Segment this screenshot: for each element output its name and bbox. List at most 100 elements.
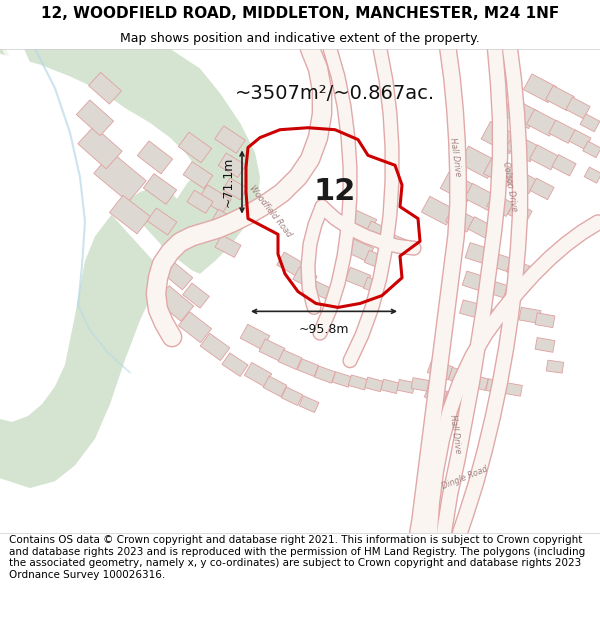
Bar	[460, 300, 484, 319]
Bar	[347, 209, 377, 234]
Bar	[569, 130, 591, 149]
Bar	[411, 378, 429, 391]
Text: Hall Drive: Hall Drive	[448, 414, 462, 454]
Text: Colson Drive: Colson Drive	[501, 161, 519, 212]
Text: ~95.8m: ~95.8m	[299, 323, 349, 336]
Bar	[218, 153, 246, 178]
Bar	[487, 252, 512, 272]
Bar	[200, 333, 230, 361]
Bar	[364, 251, 388, 269]
Bar	[459, 146, 497, 178]
Bar	[244, 362, 272, 387]
Bar	[530, 145, 559, 170]
Bar	[381, 379, 399, 394]
Bar	[487, 193, 513, 216]
Bar	[530, 178, 554, 199]
Bar	[222, 353, 248, 376]
Bar	[484, 158, 517, 186]
Bar	[482, 308, 502, 323]
Bar	[364, 277, 385, 294]
Bar	[178, 312, 212, 342]
Bar	[446, 207, 475, 232]
Bar	[94, 152, 146, 202]
Bar	[486, 379, 506, 394]
Bar	[143, 174, 176, 204]
Bar	[309, 281, 331, 299]
Bar	[263, 376, 287, 397]
Polygon shape	[0, 49, 260, 278]
Bar	[583, 141, 600, 158]
Bar	[481, 121, 519, 154]
Bar	[519, 308, 541, 323]
Bar	[215, 235, 241, 258]
Text: Contains OS data © Crown copyright and database right 2021. This information is : Contains OS data © Crown copyright and d…	[9, 535, 585, 580]
Bar	[137, 141, 173, 174]
Bar	[163, 262, 193, 290]
Bar	[78, 126, 122, 169]
Bar	[365, 377, 383, 392]
Text: ~3507m²/~0.867ac.: ~3507m²/~0.867ac.	[235, 84, 435, 102]
Bar	[346, 239, 374, 262]
Polygon shape	[0, 49, 185, 488]
Bar	[427, 359, 453, 380]
Bar	[566, 98, 590, 119]
Bar	[580, 114, 600, 132]
Text: Hall Drive: Hall Drive	[448, 138, 462, 178]
Bar	[199, 185, 231, 213]
Bar	[468, 217, 492, 238]
Bar	[211, 209, 239, 234]
Bar	[545, 86, 574, 111]
Text: Dingle Road: Dingle Road	[441, 465, 489, 491]
Bar	[157, 286, 194, 321]
Bar	[215, 126, 245, 153]
Bar	[443, 392, 464, 409]
Bar	[440, 172, 476, 202]
Bar	[223, 178, 247, 200]
Bar	[424, 385, 448, 404]
Bar	[465, 242, 495, 266]
Bar	[345, 268, 371, 288]
Text: Map shows position and indicative extent of the property.: Map shows position and indicative extent…	[120, 31, 480, 44]
Bar	[278, 350, 302, 369]
Bar	[293, 267, 317, 289]
Bar	[448, 368, 472, 386]
Bar	[505, 133, 539, 162]
Text: Woodfield Road: Woodfield Road	[247, 184, 293, 239]
Bar	[552, 154, 576, 176]
Text: ~71.1m: ~71.1m	[222, 157, 235, 208]
Bar	[523, 74, 557, 102]
Bar	[183, 283, 209, 308]
Bar	[187, 190, 213, 213]
Bar	[147, 208, 177, 235]
Bar	[508, 202, 532, 223]
Bar	[298, 359, 319, 376]
Bar	[535, 313, 555, 328]
Bar	[349, 375, 368, 390]
Bar	[259, 339, 285, 361]
Bar	[549, 120, 575, 143]
Bar	[464, 183, 496, 210]
Bar	[281, 387, 303, 406]
Bar	[484, 279, 508, 298]
Text: 12, WOODFIELD ROAD, MIDDLETON, MANCHESTER, M24 1NF: 12, WOODFIELD ROAD, MIDDLETON, MANCHESTE…	[41, 6, 559, 21]
Bar	[547, 360, 563, 373]
Bar	[527, 109, 557, 136]
Bar	[383, 232, 407, 252]
Bar	[397, 379, 415, 393]
Bar	[584, 167, 600, 183]
Bar	[314, 366, 335, 383]
Bar	[89, 72, 121, 104]
Bar	[502, 98, 538, 129]
Bar	[365, 221, 391, 244]
Bar	[183, 162, 213, 189]
Bar	[506, 260, 530, 278]
Bar	[76, 100, 113, 136]
Text: 12: 12	[314, 177, 356, 206]
Bar	[240, 324, 270, 350]
Bar	[462, 271, 490, 292]
Bar	[421, 196, 455, 225]
Bar	[503, 382, 523, 396]
Bar	[332, 372, 352, 388]
Bar	[109, 196, 151, 234]
Bar	[535, 338, 555, 352]
